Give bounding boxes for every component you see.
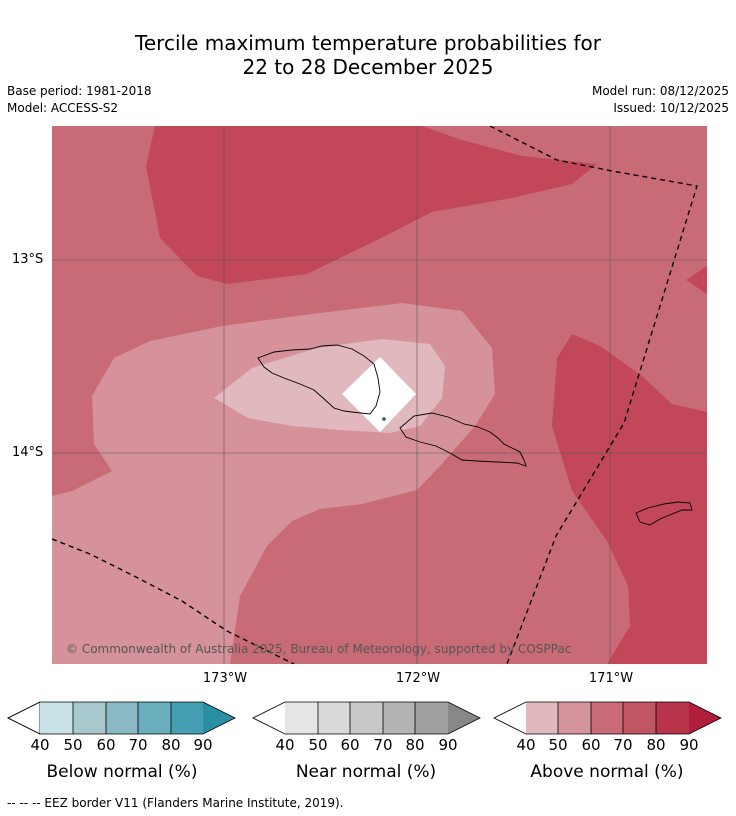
above-swatch-1 [526,702,558,734]
model-name: Model: ACCESS-S2 [7,101,119,115]
below-extend-high [203,702,235,734]
colorbar-near [252,701,481,735]
near-extend-low [253,702,285,734]
near-tick-80: 80 [405,736,425,754]
graticule [52,126,707,664]
lat-label-14s: 14°S [12,445,44,460]
below-tick-90: 90 [193,736,213,754]
above-tick-60: 60 [581,736,601,754]
below-tick-50: 50 [63,736,83,754]
lon-label-171w: 171°W [588,671,634,686]
below-tick-80: 80 [161,736,181,754]
map-area[interactable]: © Commonwealth of Australia 2025, Bureau… [52,126,707,664]
lat-label-13s: 13°S [12,252,44,267]
meta-left: Base period: 1981-2018 Model: ACCESS-S2 [7,83,152,117]
above-tick-50: 50 [548,736,568,754]
below-swatch-2 [73,702,106,734]
islands [257,344,693,526]
colorbar-below [7,701,236,735]
above-extend-high [689,702,721,734]
islet [382,417,386,421]
island-savaii [257,344,381,415]
below-swatch-5 [171,702,203,734]
near-tick-40: 40 [275,736,295,754]
above-swatch-3 [591,702,623,734]
eez-footnote: -- -- -- EEZ border V11 (Flanders Marine… [7,796,344,810]
near-swatch-3 [350,702,383,734]
above-swatch-2 [558,702,591,734]
island-upolu [399,412,527,467]
near-swatch-1 [285,702,318,734]
region-70-80-east-edge [686,266,707,294]
above-swatch-4 [623,702,656,734]
near-extend-high [448,702,480,734]
near-tick-50: 50 [308,736,328,754]
near-swatch-2 [318,702,350,734]
below-tick-40: 40 [30,736,50,754]
legend-title-near: Near normal (%) [295,762,437,782]
below-swatch-1 [40,702,73,734]
below-tick-60: 60 [96,736,116,754]
colorbar-above [493,701,722,735]
above-tick-80: 80 [646,736,666,754]
issued-date: Issued: 10/12/2025 [613,101,729,115]
below-swatch-3 [106,702,138,734]
near-tick-90: 90 [438,736,458,754]
base-period: Base period: 1981-2018 [7,84,152,98]
colorbars [7,701,722,735]
title-line-2: 22 to 28 December 2025 [242,55,494,79]
lon-label-173w: 173°W [202,671,248,686]
copyright-text: © Commonwealth of Australia 2025, Bureau… [66,642,571,656]
near-swatch-5 [415,702,448,734]
below-tick-70: 70 [128,736,148,754]
region-70-80-east [552,334,707,664]
near-tick-70: 70 [373,736,393,754]
map-svg: © Commonwealth of Australia 2025, Bureau… [52,126,707,664]
island-tutuila [635,501,693,526]
region-70-80-north [146,126,597,284]
legend-title-below: Below normal (%) [46,762,198,782]
legend-title-above: Above normal (%) [530,762,684,782]
above-swatch-5 [656,702,689,734]
lon-label-172w: 172°W [395,671,441,686]
above-tick-70: 70 [613,736,633,754]
eez-border [52,126,698,664]
near-tick-60: 60 [340,736,360,754]
above-extend-low [494,702,526,734]
map-title: Tercile maximum temperature probabilitie… [0,31,736,79]
meta-right: Model run: 08/12/2025 Issued: 10/12/2025 [592,83,729,117]
above-tick-40: 40 [516,736,536,754]
model-run: Model run: 08/12/2025 [591,84,729,98]
below-extend-low [7,701,41,735]
near-swatch-4 [383,702,415,734]
above-tick-90: 90 [679,736,699,754]
below-swatch-4 [138,702,171,734]
title-line-1: Tercile maximum temperature probabilitie… [135,31,601,55]
